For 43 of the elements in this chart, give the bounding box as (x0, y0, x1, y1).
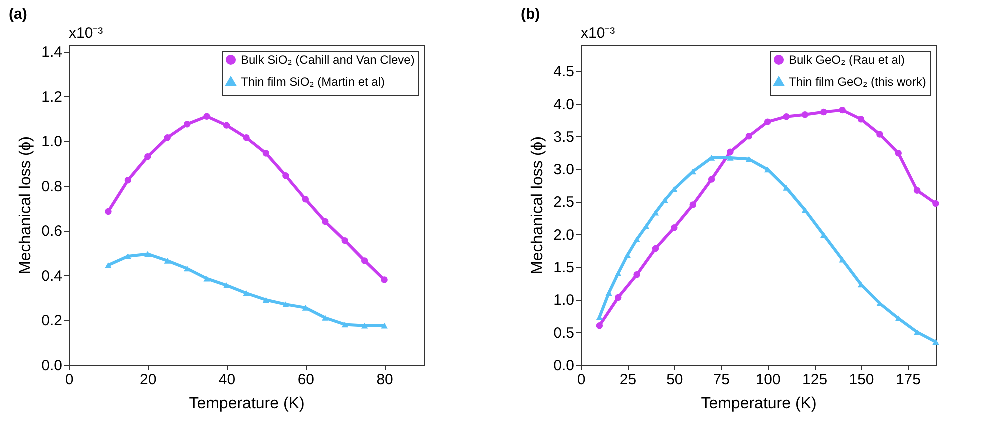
y-tick-label: 4.0 (554, 96, 574, 114)
y-tick-label: 1.0 (42, 134, 62, 151)
y-tick-label: 0.4 (42, 268, 62, 285)
y-tick-label: 3.0 (554, 162, 574, 179)
x-tick-label: 40 (218, 372, 236, 388)
y-tick-label: 0.5 (554, 324, 574, 342)
y-tick-label: 1.4 (42, 44, 62, 62)
x-tick-label: 25 (620, 372, 637, 388)
text: x10⁻³ (581, 25, 616, 42)
y-axis-title: Mechanical loss (ϕ) (18, 136, 35, 274)
legend-label: Bulk SiO₂ (Cahill and Van Cleve) (241, 53, 415, 67)
x-axis-title: Temperature (K) (701, 396, 817, 412)
x-tick-label: 0 (577, 372, 586, 388)
y-tick-label: 1.2 (42, 88, 62, 106)
chart-title: (a) (9, 6, 28, 23)
y-tick-label: 3.5 (554, 128, 574, 146)
legend-label: Thin film GeO₂ (this work) (789, 75, 926, 89)
y-tick-label: 4.5 (554, 64, 574, 81)
x-tick-label: 80 (376, 372, 394, 388)
y-tick-label: 0.6 (42, 223, 62, 240)
y-tick-label: 2.0 (554, 226, 574, 244)
x-tick-label: 175 (896, 372, 921, 388)
y-tick-label: 1.0 (554, 292, 574, 310)
x-tick-label: 20 (140, 372, 157, 388)
legend-label: Bulk GeO₂ (Rau et al) (789, 53, 906, 67)
x-axis-title: Temperature (K) (189, 396, 305, 412)
y-tick-label: 0.8 (42, 178, 62, 196)
y-tick-label: 1.5 (554, 260, 574, 277)
chart-title: (b) (521, 6, 540, 23)
legend-label: Thin film SiO₂ (Martin et al) (241, 75, 386, 89)
x-tick-label: 60 (298, 372, 315, 388)
y-tick-label: 0.2 (42, 312, 62, 330)
x-tick-label: 0 (65, 372, 74, 388)
x-tick-label: 50 (666, 372, 684, 388)
text: x10⁻³ (69, 25, 104, 42)
y-tick-label: 2.5 (554, 194, 574, 212)
x-tick-label: 100 (756, 372, 781, 388)
x-tick-label: 75 (713, 372, 730, 388)
x-tick-label: 150 (849, 372, 874, 388)
y-tick-label: 0.0 (42, 358, 62, 374)
y-axis-title: Mechanical loss (ϕ) (530, 136, 547, 274)
y-tick-label: 0.0 (554, 358, 574, 374)
x-tick-label: 125 (802, 372, 828, 388)
